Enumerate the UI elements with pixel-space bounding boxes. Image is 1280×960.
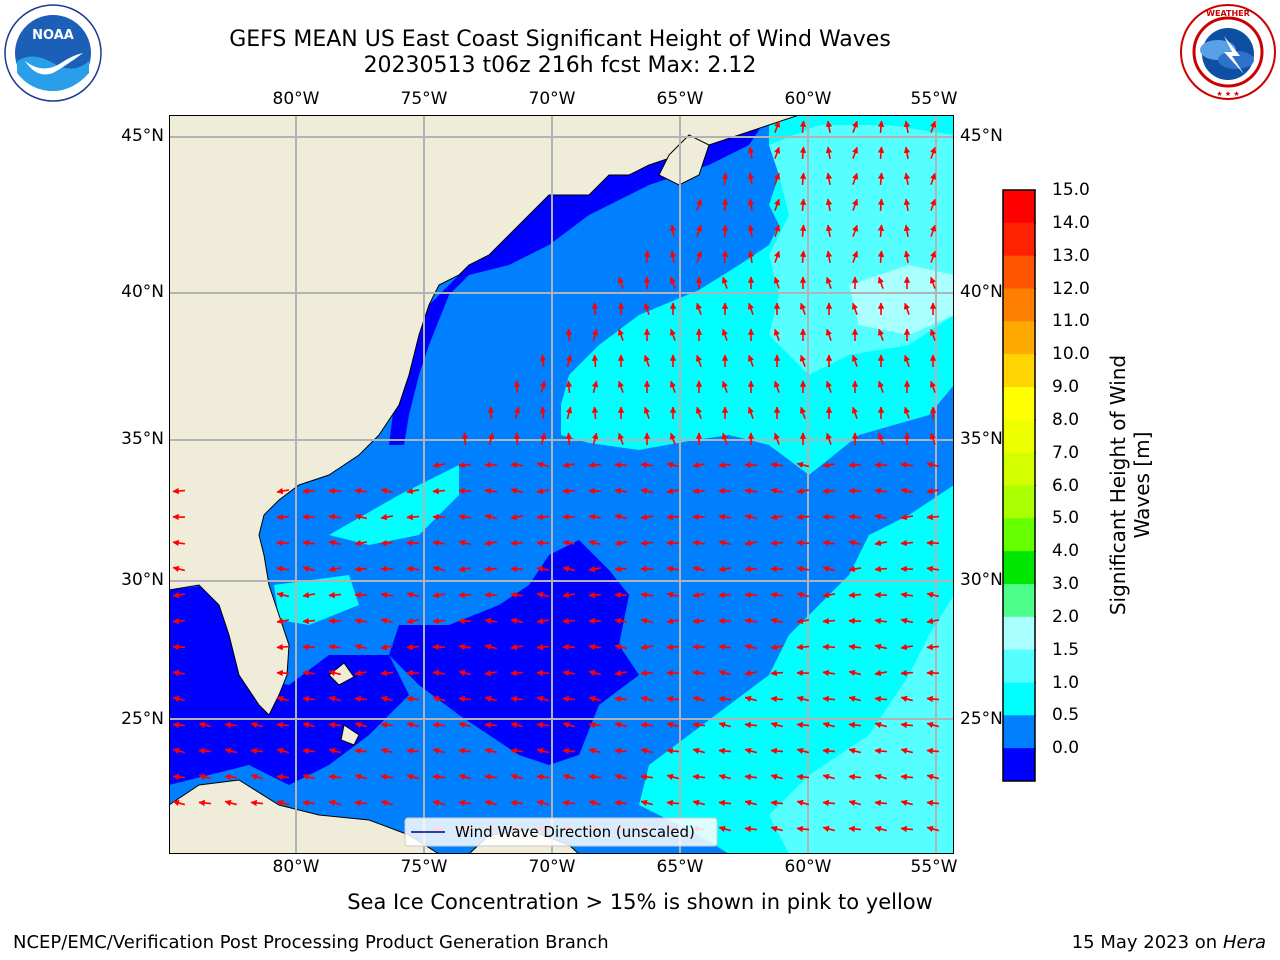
lon-label-bottom-60w: 60°W bbox=[784, 857, 832, 877]
chart-title: GEFS MEAN US East Coast Significant Heig… bbox=[229, 27, 891, 52]
wave-zone-cyan-mid bbox=[329, 465, 459, 545]
colorbar-segment bbox=[1003, 419, 1035, 454]
colorbar-segment bbox=[1003, 616, 1035, 651]
wind-wave-arrows bbox=[172, 120, 940, 833]
lat-label-left-40n: 40°N bbox=[121, 282, 164, 302]
footer-date-text: 15 May 2023 on bbox=[1071, 932, 1218, 953]
colorbar-segment bbox=[1003, 387, 1035, 421]
colorbar-segment bbox=[1003, 288, 1035, 322]
lat-label-left-45n: 45°N bbox=[121, 126, 164, 146]
noaa-logo-icon: NOAA bbox=[4, 4, 102, 102]
colorbar-segment bbox=[1003, 584, 1035, 618]
lon-label-bottom-70w: 70°W bbox=[528, 857, 576, 877]
colorbar-segment bbox=[1003, 682, 1035, 716]
lon-label-top-80w: 80°W bbox=[272, 89, 320, 109]
land-cuba bbox=[169, 779, 440, 854]
colorbar-segment bbox=[1003, 715, 1035, 749]
lat-label-right-25n: 25°N bbox=[960, 709, 1003, 729]
nws-logo-icon: WEATHER ★ ★ ★ bbox=[1180, 4, 1276, 100]
colorbar-tick-label: 4.0 bbox=[1052, 541, 1080, 562]
lon-label-top-55w: 55°W bbox=[910, 89, 958, 109]
colorbar-tick-label: 7.0 bbox=[1052, 442, 1080, 463]
land-north-america bbox=[169, 115, 800, 716]
colorbar-tick-label: 9.0 bbox=[1052, 377, 1080, 397]
colorbar-segment bbox=[1003, 452, 1035, 486]
colorbar-tick-label: 15.0 bbox=[1052, 180, 1090, 200]
footer-date: 15 May 2023 on Hera bbox=[1072, 932, 1266, 953]
noaa-logo-text: NOAA bbox=[32, 28, 74, 43]
colorbar-tick-label: 8.0 bbox=[1052, 409, 1080, 430]
colorbar-title: Significant Height of Wind Waves [m] bbox=[1106, 354, 1154, 616]
lat-label-left-35n: 35°N bbox=[121, 429, 164, 449]
lat-label-left-30n: 30°N bbox=[121, 570, 164, 590]
colorbar-segment bbox=[1003, 485, 1035, 519]
colorbar-tick-label: 12.0 bbox=[1052, 278, 1090, 299]
lat-label-right-30n: 30°N bbox=[960, 570, 1003, 590]
colorbar-tick-label: 0.0 bbox=[1052, 738, 1080, 759]
chart-subtitle: 20230513 t06z 216h fcst Max: 2.12 bbox=[363, 53, 757, 78]
lat-label-left-25n: 25°N bbox=[121, 709, 164, 729]
lon-label-bottom-80w: 80°W bbox=[272, 857, 320, 877]
lat-label-right-35n: 35°N bbox=[960, 429, 1003, 449]
colorbar-tick-label: 14.0 bbox=[1052, 212, 1090, 233]
lat-label-right-40n: 40°N bbox=[960, 282, 1003, 302]
colorbar-segment bbox=[1003, 354, 1035, 388]
map-grid bbox=[169, 115, 954, 854]
land-bahamas bbox=[328, 662, 360, 746]
footer-credit: NCEP/EMC/Verification Post Processing Pr… bbox=[13, 932, 609, 953]
wave-zone-blue-gulf bbox=[169, 585, 269, 735]
colorbar-segment bbox=[1003, 255, 1035, 289]
colorbar-tick-label: 10.0 bbox=[1052, 344, 1090, 365]
map-legend: Wind Wave Direction (unscaled) bbox=[404, 817, 718, 847]
colorbar bbox=[1002, 189, 1036, 782]
colorbar-segment bbox=[1003, 321, 1035, 355]
colorbar-tick-label: 3.0 bbox=[1052, 574, 1080, 594]
colorbar-tick-label: 1.0 bbox=[1052, 672, 1080, 693]
svg-text:★ ★ ★: ★ ★ ★ bbox=[1216, 90, 1239, 98]
lon-label-bottom-65w: 65°W bbox=[656, 857, 704, 877]
lon-label-top-60w: 60°W bbox=[784, 89, 832, 109]
wave-zone-blue-central bbox=[389, 540, 639, 765]
colorbar-tick-label: 11.0 bbox=[1052, 311, 1090, 332]
wave-height-map: Wind Wave Direction (unscaled) bbox=[169, 115, 954, 854]
colorbar-segment bbox=[1003, 748, 1035, 782]
colorbar-tick-label: 0.5 bbox=[1052, 705, 1080, 726]
colorbar-tick-label: 5.0 bbox=[1052, 508, 1080, 529]
colorbar-tick-label: 6.0 bbox=[1052, 475, 1080, 496]
colorbar-tick-label: 2.0 bbox=[1052, 606, 1080, 627]
colorbar-segment bbox=[1003, 518, 1035, 552]
land-cape-cod bbox=[658, 134, 710, 186]
sea-ice-note: Sea Ice Concentration > 15% is shown in … bbox=[347, 890, 933, 914]
lat-label-right-45n: 45°N bbox=[960, 126, 1003, 146]
colorbar-segment bbox=[1003, 551, 1035, 585]
colorbar-segment bbox=[1003, 190, 1035, 224]
lon-label-top-75w: 75°W bbox=[400, 89, 448, 109]
colorbar-tick-label: 13.0 bbox=[1052, 245, 1090, 266]
lon-label-bottom-75w: 75°W bbox=[400, 857, 448, 877]
legend-label: Wind Wave Direction (unscaled) bbox=[455, 823, 695, 841]
colorbar-tick-label: 1.5 bbox=[1052, 639, 1080, 660]
wave-zone-palecyan bbox=[849, 265, 954, 335]
footer-machine: Hera bbox=[1222, 932, 1266, 953]
lon-label-bottom-55w: 55°W bbox=[910, 857, 958, 877]
colorbar-segment bbox=[1003, 649, 1035, 683]
wave-zone-lightcyan-southeast bbox=[769, 595, 954, 854]
colorbar-segment bbox=[1003, 222, 1035, 257]
svg-text:WEATHER: WEATHER bbox=[1206, 9, 1250, 18]
lon-label-top-70w: 70°W bbox=[528, 89, 576, 109]
lon-label-top-65w: 65°W bbox=[656, 89, 704, 109]
